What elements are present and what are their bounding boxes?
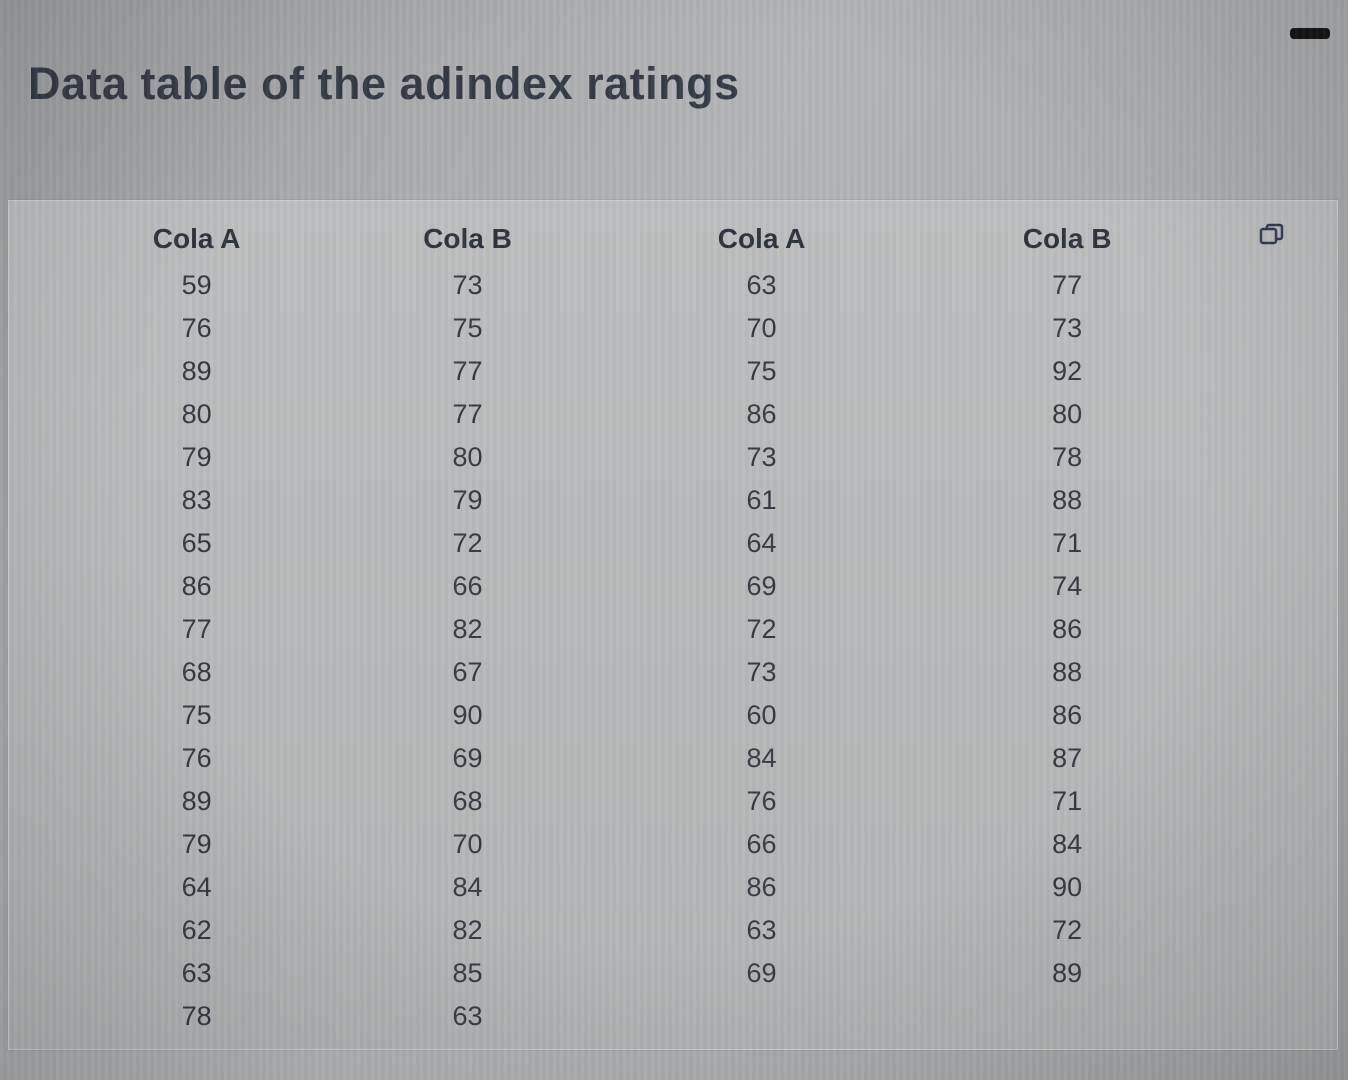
table-cell: 73: [746, 657, 777, 687]
table-cell: 63: [181, 958, 212, 988]
table-cell: 72: [1052, 915, 1083, 945]
table-cell: 60: [746, 700, 777, 730]
table-cell: 80: [1052, 399, 1083, 429]
table-cell: 90: [1052, 872, 1083, 902]
table-cell: 83: [181, 485, 212, 515]
table-column: Cola B 77 73 92 80 78 88 71 74 86 88 86 87 71 84 90 72 89: [917, 219, 1217, 1039]
table-cell: 67: [452, 657, 483, 687]
table-column: Cola A 59 76 89 80 79 83 65 86 77 68 75 76 89 79 64 62 63…: [64, 219, 329, 1039]
table-cell: 73: [1052, 313, 1083, 343]
table-column: Cola A 63 70 75 86 73 61 64 69 72 73 60 84 76 66 86 63 69: [606, 219, 917, 1039]
table-cell: 86: [181, 571, 212, 601]
table-cell: 79: [452, 485, 483, 515]
table-cell: 73: [746, 442, 777, 472]
table-cell: 73: [452, 270, 483, 300]
column-header: Cola A: [717, 223, 806, 254]
copy-icon[interactable]: [1259, 223, 1285, 247]
table-cell: 86: [1052, 700, 1083, 730]
table-cell: 62: [181, 915, 212, 945]
window-dash-icon: [1290, 28, 1330, 39]
data-table-columns: Cola A 59 76 89 80 79 83 65 86 77 68 75 76 89 79 64 62 63…: [64, 219, 1217, 1039]
table-cell: 79: [181, 442, 212, 472]
table-cell: 76: [746, 786, 777, 816]
table-cell: 74: [1052, 571, 1083, 601]
table-cell: 76: [181, 313, 212, 343]
table-cell: 71: [1052, 528, 1083, 558]
table-cell: 84: [1052, 829, 1083, 859]
table-cell: 92: [1052, 356, 1083, 386]
table-cell: 88: [1052, 657, 1083, 687]
table-cell: 75: [181, 700, 212, 730]
table-cell: 63: [746, 270, 777, 300]
table-cell: 84: [452, 872, 483, 902]
table-cell: 59: [181, 270, 212, 300]
table-cell: 80: [181, 399, 212, 429]
table-cell: 82: [452, 915, 483, 945]
column-header: Cola A: [152, 223, 241, 254]
table-cell: 69: [746, 571, 777, 601]
table-cell: 63: [452, 1001, 483, 1031]
table-cell: 78: [181, 1001, 212, 1031]
table-cell: 75: [452, 313, 483, 343]
table-cell: 64: [181, 872, 212, 902]
table-cell: 71: [1052, 786, 1083, 816]
table-cell: 90: [452, 700, 483, 730]
table-cell: 70: [746, 313, 777, 343]
table-cell: 76: [181, 743, 212, 773]
column-header: Cola B: [423, 223, 512, 254]
table-cell: 63: [746, 915, 777, 945]
table-cell: 64: [746, 528, 777, 558]
table-cell: 66: [452, 571, 483, 601]
table-cell: 78: [1052, 442, 1083, 472]
data-table-panel: Cola A 59 76 89 80 79 83 65 86 77 68 75 76 89 79 64 62 63…: [8, 200, 1338, 1050]
table-cell: 82: [452, 614, 483, 644]
table-cell: 89: [1052, 958, 1083, 988]
table-cell: 77: [452, 356, 483, 386]
table-cell: 87: [1052, 743, 1083, 773]
table-cell: 72: [746, 614, 777, 644]
table-cell: 75: [746, 356, 777, 386]
table-cell: 89: [181, 786, 212, 816]
column-header: Cola B: [1022, 223, 1112, 254]
table-cell: 66: [746, 829, 777, 859]
table-cell: 72: [452, 528, 483, 558]
table-cell: 79: [181, 829, 212, 859]
table-column: Cola B 73 75 77 77 80 79 72 66 82 67 90 69 68 70 84 82 85…: [329, 219, 606, 1039]
table-cell: 61: [746, 485, 777, 515]
page-title: Data table of the adindex ratings: [28, 58, 740, 109]
table-cell: 88: [1052, 485, 1083, 515]
table-cell: 86: [746, 399, 777, 429]
table-cell: 70: [452, 829, 483, 859]
table-cell: 84: [746, 743, 777, 773]
table-cell: 68: [181, 657, 212, 687]
table-cell: 80: [452, 442, 483, 472]
table-cell: 77: [1052, 270, 1083, 300]
table-cell: 86: [746, 872, 777, 902]
table-cell: 68: [452, 786, 483, 816]
table-cell: 69: [452, 743, 483, 773]
table-cell: 86: [1052, 614, 1083, 644]
table-cell: 65: [181, 528, 212, 558]
table-cell: 69: [746, 958, 777, 988]
table-cell: 77: [452, 399, 483, 429]
table-cell: 77: [181, 614, 212, 644]
table-cell: 85: [452, 958, 483, 988]
table-cell: 89: [181, 356, 212, 386]
